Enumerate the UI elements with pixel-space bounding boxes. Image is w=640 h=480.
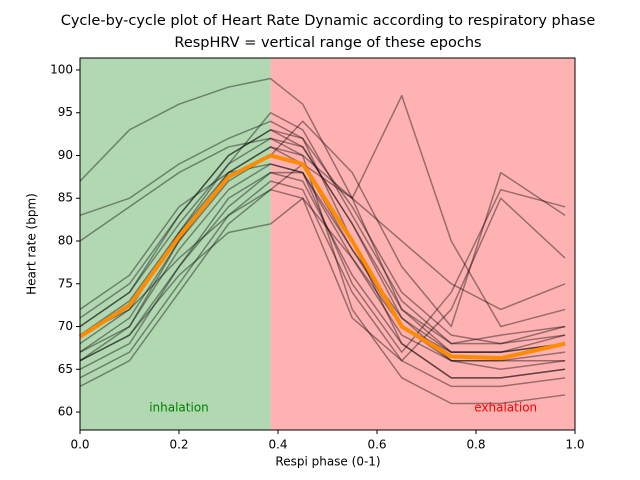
phase-label: inhalation bbox=[149, 400, 209, 414]
chart-subtitle: RespHRV = vertical range of these epochs bbox=[174, 35, 481, 51]
plot-frame bbox=[79, 57, 576, 431]
cycle-line bbox=[79, 171, 566, 379]
plot-area bbox=[78, 58, 575, 430]
x-tick-label: 0.8 bbox=[466, 438, 485, 452]
y-tick-label: 80 bbox=[58, 234, 73, 248]
cycle-line bbox=[79, 146, 566, 405]
cycle-line bbox=[79, 188, 566, 388]
x-axis-label: Respi phase (0-1) bbox=[275, 455, 380, 469]
y-tick-label: 100 bbox=[50, 62, 73, 76]
cycle-line bbox=[79, 129, 566, 379]
y-axis-label: Heart rate (bpm) bbox=[25, 193, 39, 295]
y-tick-label: 95 bbox=[58, 105, 73, 119]
x-tick-label: 0.2 bbox=[169, 438, 188, 452]
cycle-line bbox=[79, 163, 566, 353]
cycle-line bbox=[79, 137, 566, 362]
cycle-line bbox=[79, 163, 566, 371]
y-tick-label: 75 bbox=[58, 276, 73, 290]
cycle-line bbox=[79, 180, 566, 388]
x-tick-label: 0.4 bbox=[268, 438, 287, 452]
y-tick-label: 85 bbox=[58, 191, 73, 205]
cycle-line bbox=[79, 171, 566, 362]
x-tick-label: 0.6 bbox=[367, 438, 386, 452]
cycle-line bbox=[79, 111, 566, 345]
y-tick-label: 60 bbox=[58, 405, 73, 419]
x-tick-label: 0.0 bbox=[70, 438, 89, 452]
cycle-line bbox=[79, 197, 566, 362]
chart-title: Cycle-by-cycle plot of Heart Rate Dynami… bbox=[61, 13, 596, 29]
y-tick-label: 70 bbox=[58, 319, 73, 333]
cycle-line bbox=[79, 129, 566, 353]
cycle-line bbox=[79, 120, 566, 345]
cycle-line bbox=[79, 120, 566, 353]
mean-line bbox=[78, 153, 566, 361]
phase-span bbox=[270, 58, 575, 430]
y-tick-label: 90 bbox=[58, 148, 73, 162]
x-tick-label: 1.0 bbox=[565, 438, 584, 452]
cycle-line bbox=[79, 77, 566, 345]
phase-label: exhalation bbox=[474, 400, 537, 414]
y-tick-label: 65 bbox=[58, 362, 73, 376]
